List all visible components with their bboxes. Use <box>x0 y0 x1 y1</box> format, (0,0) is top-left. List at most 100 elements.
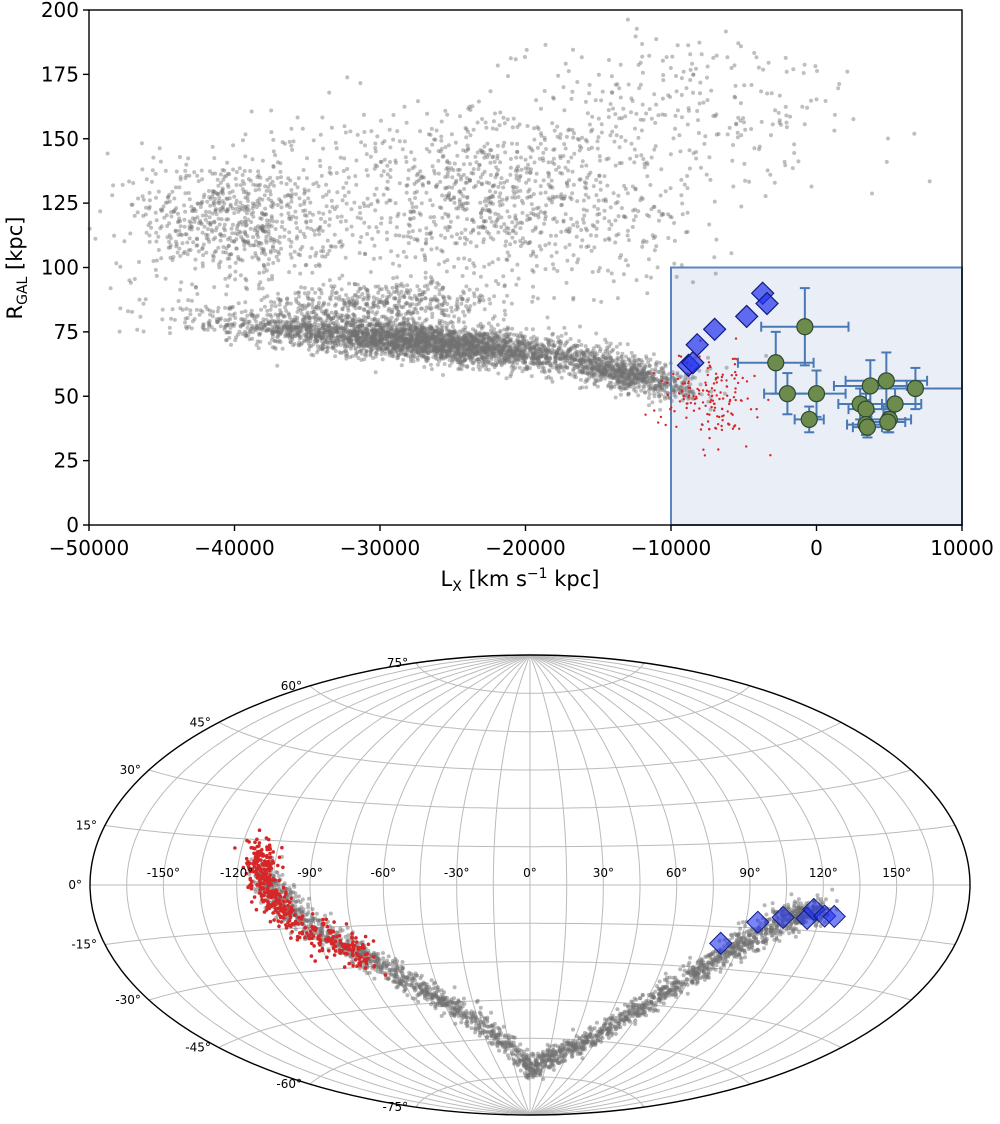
sim-particle <box>111 183 116 188</box>
sim-particle <box>664 385 669 390</box>
sim-particle <box>406 338 411 343</box>
sim-particle <box>320 326 325 331</box>
sim-particle <box>256 200 261 205</box>
sim-particle <box>648 375 653 380</box>
sim-particle <box>304 327 309 332</box>
sim-particle <box>562 343 567 348</box>
sim-particle <box>520 341 525 346</box>
sim-particle <box>562 354 567 359</box>
sim-particle <box>451 330 455 335</box>
sim-particle <box>122 239 127 244</box>
sim-particle <box>412 306 417 311</box>
sim-particle <box>288 301 293 306</box>
sim-particle <box>280 346 285 351</box>
sim-particle <box>387 353 392 358</box>
sim-particle <box>315 344 320 349</box>
sim-particle <box>604 363 608 367</box>
sim-particle <box>338 334 343 339</box>
sim-particle <box>586 350 591 354</box>
sim-particle <box>440 328 444 333</box>
sim-particle <box>298 271 303 276</box>
sim-particle <box>473 351 478 356</box>
sim-particle <box>333 338 338 343</box>
sim-particle <box>218 238 223 243</box>
sim-particle <box>483 341 488 346</box>
sim-particle <box>296 333 301 338</box>
sim-particle <box>430 333 435 338</box>
sim-particle <box>416 351 421 356</box>
sim-particle <box>286 176 291 181</box>
sim-particle <box>287 230 292 235</box>
sim-particle <box>547 369 552 374</box>
sim-particle <box>321 245 325 250</box>
sim-particle <box>331 321 336 326</box>
sim-particle <box>414 338 419 343</box>
sim-particle <box>399 344 404 349</box>
sim-particle <box>138 314 143 319</box>
sim-particle <box>407 339 412 344</box>
sim-particle <box>395 341 399 346</box>
sim-particle <box>376 305 381 310</box>
sim-particle <box>389 315 394 320</box>
sim-particle <box>440 327 444 332</box>
sim-particle <box>312 338 317 343</box>
sim-particle <box>204 250 209 255</box>
sim-particle <box>438 355 443 360</box>
sim-particle <box>313 335 318 340</box>
sim-particle <box>233 316 238 320</box>
sim-particle <box>530 352 535 357</box>
sim-particle <box>339 330 344 335</box>
sim-particle <box>647 363 652 368</box>
sim-particle <box>494 354 498 359</box>
sim-particle <box>261 270 266 275</box>
sim-particle <box>448 338 453 343</box>
sim-particle <box>268 320 273 324</box>
sim-particle <box>216 305 221 310</box>
sim-particle <box>676 387 681 392</box>
sim-particle <box>434 349 439 354</box>
sim-particle <box>477 333 482 338</box>
sim-particle <box>195 237 200 242</box>
sim-particle <box>483 349 487 354</box>
sim-particle <box>245 313 250 318</box>
sim-particle <box>503 344 508 349</box>
sim-particle <box>643 390 648 395</box>
sim-particle <box>393 305 398 310</box>
sim-particle <box>490 362 495 366</box>
sim-particle <box>671 387 675 392</box>
sim-particle <box>405 331 410 336</box>
sim-particle <box>170 189 175 194</box>
sim-particle <box>419 338 424 343</box>
sim-particle <box>362 343 367 348</box>
sim-particle <box>183 320 187 325</box>
sim-particle <box>420 340 425 345</box>
sim-particle <box>456 341 460 346</box>
sim-particle <box>496 371 501 376</box>
sim-particle <box>256 283 261 287</box>
sim-particle <box>352 282 357 287</box>
sim-particle <box>508 331 513 336</box>
sim-particle <box>522 348 527 353</box>
sim-particle <box>377 340 382 345</box>
sim-particle <box>316 327 321 332</box>
sim-particle <box>159 256 164 261</box>
sim-particle <box>343 335 348 340</box>
sim-particle <box>291 324 296 329</box>
sim-particle <box>529 356 534 361</box>
sim-particle <box>278 308 282 313</box>
sim-particle <box>318 164 323 169</box>
sim-particle <box>467 352 472 357</box>
sim-particle <box>272 325 277 330</box>
sim-particle <box>410 316 415 321</box>
sim-particle <box>180 307 185 312</box>
sim-particle <box>396 344 401 349</box>
sim-particle <box>361 314 366 319</box>
sim-particle <box>706 355 710 360</box>
sim-particle <box>476 364 481 369</box>
sim-particle <box>277 197 282 202</box>
sim-particle <box>227 312 232 317</box>
sim-particle <box>361 297 366 302</box>
sim-particle <box>438 347 443 352</box>
sim-particle <box>463 331 468 335</box>
sim-particle <box>277 302 282 307</box>
